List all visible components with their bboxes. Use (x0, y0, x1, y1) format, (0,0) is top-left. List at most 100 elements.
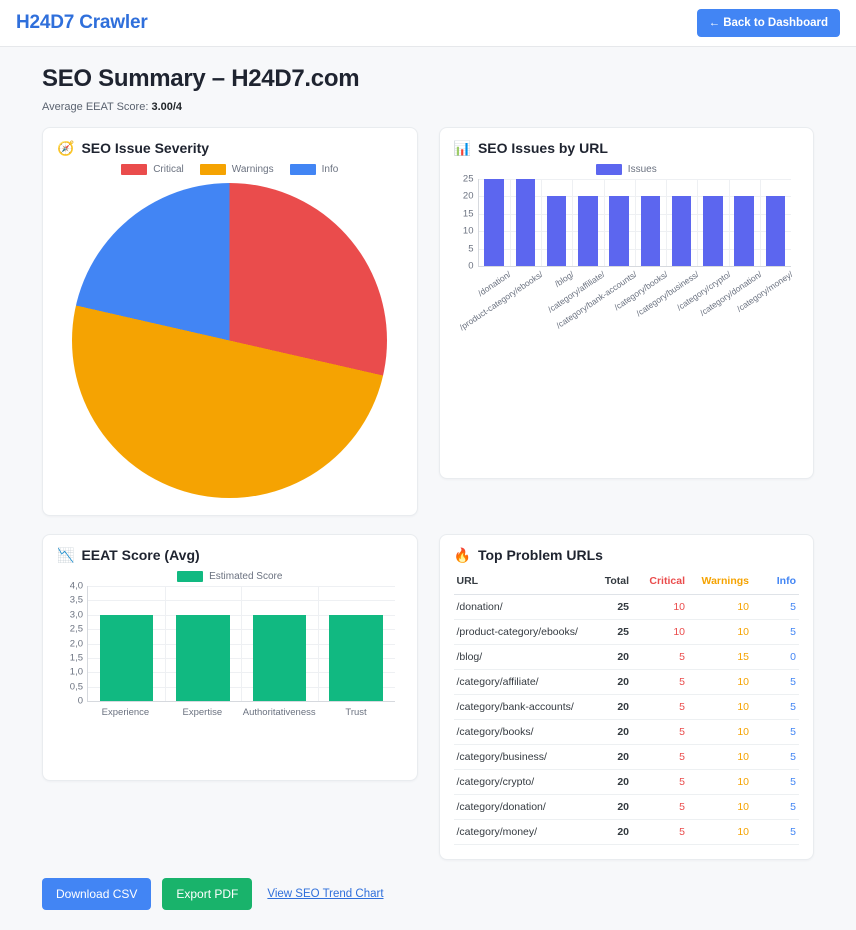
table-header-row: URL Total Critical Warnings Info (453, 571, 799, 595)
cell-info: 5 (759, 694, 799, 720)
eeat-x-axis-labels: Experience Expertise Authoritativeness Trus… (87, 707, 395, 718)
category-divider (317, 586, 319, 701)
charts-row-2: 📉 EEAT Score (Avg) Estimated Score 0 0,5 1… (0, 516, 856, 860)
issues-plot-area: 0 5 10 15 20 25 (463, 174, 791, 272)
table-row[interactable]: /category/affiliate/20 5 10 5 (453, 669, 799, 695)
bar[interactable] (252, 614, 307, 701)
cell-url: /donation/ (453, 594, 593, 620)
table-row[interactable]: /category/crypto/20 5 10 5 (453, 769, 799, 795)
legend-item[interactable]: Warnings (199, 164, 274, 175)
bar[interactable] (765, 196, 786, 266)
average-eeat-label: Average EEAT Score: (42, 101, 149, 113)
x-axis-label: Experience (101, 707, 150, 718)
problem-urls-table: URL Total Critical Warnings Info /donati… (453, 571, 799, 845)
gridline (88, 701, 395, 702)
legend-item[interactable]: Issues (595, 164, 657, 175)
cell-info: 5 (759, 794, 799, 820)
column-header-url[interactable]: URL (453, 571, 593, 595)
y-axis-tick: 1,0 (69, 666, 83, 678)
cell-critical: 5 (639, 669, 695, 695)
bar[interactable] (99, 614, 154, 701)
cell-url: /blog/ (453, 644, 593, 670)
cell-critical: 5 (639, 819, 695, 845)
column-header-total[interactable]: Total (593, 571, 639, 595)
footer-actions: Download CSV Export PDF View SEO Trend C… (0, 860, 856, 930)
cell-total: 25 (593, 594, 639, 620)
cell-info: 5 (759, 669, 799, 695)
bar-slot (479, 179, 510, 266)
category-divider (241, 586, 243, 701)
table-row[interactable]: /blog/20 5 15 0 (453, 644, 799, 670)
category-divider (509, 179, 511, 266)
charts-row-1: 🧭 SEO Issue Severity Critical Warnings Inf… (0, 113, 856, 516)
cell-url: /product-category/ebooks/ (453, 619, 593, 645)
bar[interactable] (671, 196, 692, 266)
column-header-info[interactable]: Info (759, 571, 799, 595)
x-axis-label: Trust (345, 707, 367, 718)
bar[interactable] (176, 614, 230, 701)
bar[interactable] (640, 196, 661, 266)
back-to-dashboard-button[interactable]: ← Back to Dashboard (696, 9, 840, 37)
bar-slot (635, 179, 666, 266)
cell-critical: 5 (639, 769, 695, 795)
cell-warnings: 10 (695, 694, 759, 720)
view-seo-trend-chart-link[interactable]: View SEO Trend Chart (267, 888, 384, 900)
top-problem-urls-card: 🔥 Top Problem URLs URL Total Critical Wa… (438, 534, 814, 860)
legend-item[interactable]: Info (289, 164, 338, 175)
cell-critical: 5 (639, 719, 695, 745)
bar[interactable] (546, 196, 567, 266)
y-axis-tick: 1,5 (69, 652, 83, 664)
cell-total: 20 (593, 744, 639, 770)
cell-info: 5 (759, 594, 799, 620)
y-axis-tick: 2,0 (69, 638, 83, 649)
bar-slot (541, 179, 572, 266)
bar[interactable] (703, 196, 723, 266)
table-row[interactable]: /category/bank-accounts/20 5 10 5 (453, 694, 799, 720)
bar-slot (165, 586, 242, 701)
table-row[interactable]: /category/donation/20 5 10 5 (453, 794, 799, 820)
table-row[interactable]: /category/books/20 5 10 5 (453, 719, 799, 745)
seo-issue-severity-card: 🧭 SEO Issue Severity Critical Warnings Inf… (42, 127, 418, 516)
table-row[interactable]: /product-category/ebooks/25 10 10 5 (453, 619, 799, 645)
legend-item[interactable]: Estimated Score (177, 571, 282, 582)
severity-pie-wrap (57, 179, 403, 501)
cell-info: 5 (759, 619, 799, 645)
table-row[interactable]: /donation/25 10 10 5 (453, 594, 799, 620)
cell-url: /category/crypto/ (453, 769, 593, 795)
y-axis-tick: 25 (462, 173, 474, 185)
eeat-legend: Estimated Score (57, 571, 403, 582)
x-axis-label: /category/money/ (735, 269, 795, 314)
severity-pie-chart (72, 182, 388, 498)
eeat-plot-area: 0 0,5 1,0 1,5 2,0 2,5 3,0 3,5 4,0 (70, 581, 395, 707)
column-header-warnings[interactable]: Warnings (695, 571, 759, 595)
legend-item[interactable]: Critical (121, 164, 184, 175)
average-eeat-score: Average EEAT Score: 3.00/4 (42, 101, 814, 113)
bar-slot (666, 179, 697, 266)
problems-title-text: Top Problem URLs (477, 547, 603, 563)
cell-url: /category/books/ (453, 719, 593, 745)
bar[interactable] (484, 179, 504, 266)
table-head: URL Total Critical Warnings Info (453, 571, 799, 595)
severity-card-title: 🧭 SEO Issue Severity (57, 140, 403, 156)
bar[interactable] (329, 614, 383, 701)
cell-total: 20 (593, 719, 639, 745)
cell-url: /category/affiliate/ (453, 669, 593, 695)
column-header-critical[interactable]: Critical (639, 571, 695, 595)
table-row[interactable]: /category/money/20 5 10 5 (453, 819, 799, 845)
bar[interactable] (515, 179, 536, 266)
fire-icon: 🔥 (453, 547, 471, 563)
cell-info: 5 (759, 819, 799, 845)
bar-slot (318, 586, 395, 701)
category-divider (759, 179, 761, 266)
bar[interactable] (734, 196, 754, 266)
category-divider (634, 179, 636, 266)
export-pdf-button[interactable]: Export PDF (162, 878, 253, 910)
bar[interactable] (578, 196, 598, 266)
table-row[interactable]: /category/business/20 5 10 5 (453, 744, 799, 770)
average-eeat-value: 3.00/4 (151, 101, 183, 113)
eeat-chart: 0 0,5 1,0 1,5 2,0 2,5 3,0 3,5 4,0 Experience Expe… (57, 581, 403, 718)
cell-info: 5 (759, 744, 799, 770)
brand-title[interactable]: H24D7 Crawler (16, 12, 148, 33)
bar[interactable] (609, 196, 629, 266)
download-csv-button[interactable]: Download CSV (42, 878, 152, 910)
